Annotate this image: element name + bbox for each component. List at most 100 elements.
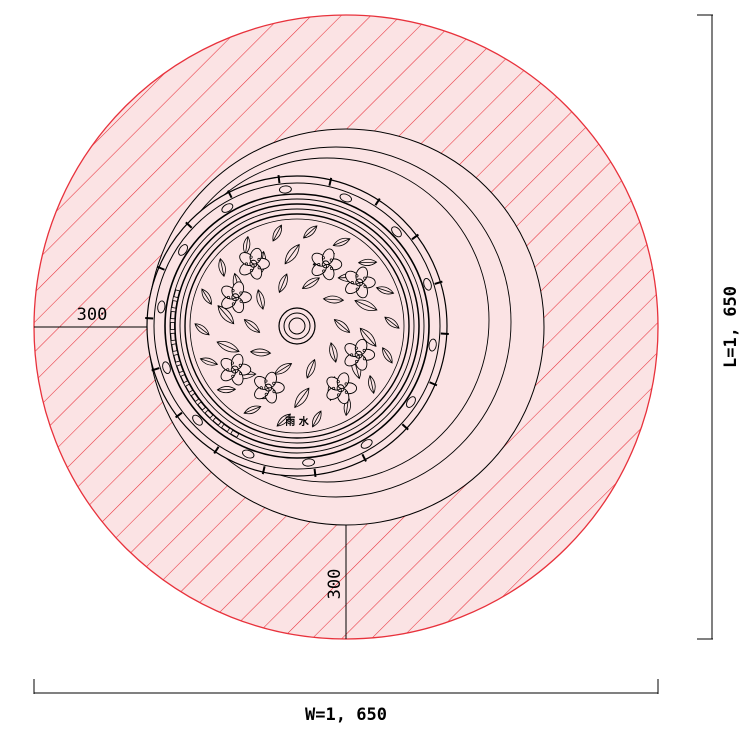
frame-slot bbox=[192, 414, 203, 426]
cover-leaf bbox=[368, 375, 376, 394]
frame-slot bbox=[339, 193, 352, 203]
hinge-link bbox=[171, 343, 178, 352]
flower-dot bbox=[244, 262, 248, 266]
cover-leaf bbox=[329, 342, 338, 363]
hinge-link bbox=[212, 417, 222, 426]
flower-dot bbox=[344, 382, 348, 386]
flower-dot bbox=[231, 374, 235, 378]
cover-leaf bbox=[284, 243, 300, 265]
cover-leaf bbox=[216, 341, 240, 353]
dimension-width-text: W=1, 650 bbox=[305, 705, 387, 725]
frame-lug bbox=[434, 280, 443, 285]
flower-dot bbox=[355, 287, 359, 291]
flower-dot bbox=[337, 393, 341, 397]
flower-dot bbox=[350, 281, 354, 285]
hinge-link bbox=[170, 322, 175, 330]
frame-circle-2 bbox=[153, 182, 441, 470]
cover-leaf bbox=[306, 358, 316, 379]
flower-dot bbox=[329, 266, 334, 270]
flower-dot bbox=[239, 299, 243, 303]
cover-leaf bbox=[303, 225, 318, 239]
hinge-link bbox=[204, 409, 214, 419]
frame-lug bbox=[213, 446, 220, 455]
cover-leaf bbox=[272, 224, 283, 242]
frame-lug bbox=[401, 423, 409, 431]
frame-slot bbox=[157, 300, 166, 314]
frame-slot bbox=[221, 203, 234, 213]
flower-dot bbox=[363, 276, 367, 280]
flower-dot bbox=[355, 274, 359, 278]
flower-dot bbox=[264, 379, 268, 383]
frame-slot bbox=[406, 396, 416, 408]
hinge-chain bbox=[170, 289, 240, 438]
frame-circle-4 bbox=[169, 198, 425, 454]
cover-leaf bbox=[332, 237, 351, 247]
dimension-length: L=1, 650 bbox=[697, 14, 741, 640]
flower-dot bbox=[257, 266, 261, 270]
frame-lug bbox=[328, 177, 333, 186]
dimension-length-text: L=1, 650 bbox=[721, 286, 741, 368]
frame-lugs bbox=[145, 175, 449, 477]
flower-dot bbox=[249, 255, 253, 259]
frame-circle-5 bbox=[174, 203, 420, 449]
flower-center bbox=[249, 259, 258, 268]
frame-circle-6 bbox=[179, 208, 415, 444]
cover-leaf bbox=[294, 387, 310, 409]
hinge-link bbox=[176, 364, 184, 374]
cover-rim-circle bbox=[189, 218, 405, 434]
dimension-text-bottom: 300 bbox=[325, 569, 345, 600]
cover-leaf bbox=[333, 319, 351, 333]
frame-circle-3 bbox=[164, 193, 430, 459]
cover-leaf bbox=[218, 258, 226, 277]
flower-dot bbox=[336, 380, 340, 384]
frame-slot bbox=[302, 458, 316, 467]
cover-leaf bbox=[216, 386, 237, 394]
flower-dot bbox=[264, 392, 268, 396]
flower-dot bbox=[231, 289, 235, 293]
dimension-text-left: 300 bbox=[77, 305, 108, 325]
dimension-bottom-offset: 300 bbox=[325, 525, 347, 639]
dimension-left-offset: 300 bbox=[34, 305, 147, 328]
cover-leaf bbox=[322, 295, 345, 304]
flower-pattern bbox=[220, 247, 376, 405]
ornamental-cover: 雨 水 bbox=[184, 213, 410, 439]
cover-leaf bbox=[311, 410, 322, 428]
hinge-link bbox=[197, 401, 206, 411]
hinge-link bbox=[230, 429, 240, 438]
frame-lug bbox=[151, 367, 160, 372]
cover-leaf bbox=[278, 273, 288, 294]
flower-center bbox=[230, 365, 239, 374]
cover-leaf bbox=[276, 413, 291, 427]
frame-slot bbox=[428, 338, 437, 352]
flower-dot bbox=[230, 361, 234, 365]
frame-lug bbox=[374, 197, 381, 206]
frame-lug bbox=[429, 381, 438, 387]
hinge-link bbox=[170, 332, 176, 341]
flower-dot bbox=[355, 359, 359, 364]
flower-dot bbox=[344, 390, 348, 394]
frame-slot bbox=[162, 361, 171, 374]
flower-dot bbox=[239, 291, 243, 295]
cover-leaf bbox=[217, 305, 235, 325]
frame-lug bbox=[261, 466, 266, 475]
flower-dot bbox=[322, 269, 326, 273]
frame-slot bbox=[360, 439, 373, 449]
hinge-link bbox=[180, 374, 188, 384]
cover-leaf bbox=[194, 323, 210, 336]
flower-dot bbox=[354, 346, 358, 350]
hinge-link bbox=[185, 383, 194, 393]
hinge-link bbox=[170, 311, 176, 320]
frame-lug bbox=[156, 265, 165, 271]
cover-leaf bbox=[359, 327, 377, 347]
flower-dot bbox=[332, 386, 336, 391]
center-boss-inner bbox=[288, 317, 306, 335]
hinge-link bbox=[173, 289, 181, 299]
frame-slot bbox=[178, 244, 188, 256]
frame-slots bbox=[157, 185, 437, 467]
flower-dot bbox=[238, 371, 243, 376]
hinge-link bbox=[221, 423, 231, 433]
frame-slot bbox=[423, 278, 432, 291]
center-boss-mid bbox=[283, 312, 311, 340]
cover-leaf bbox=[382, 347, 393, 364]
frame-lug bbox=[277, 175, 281, 184]
